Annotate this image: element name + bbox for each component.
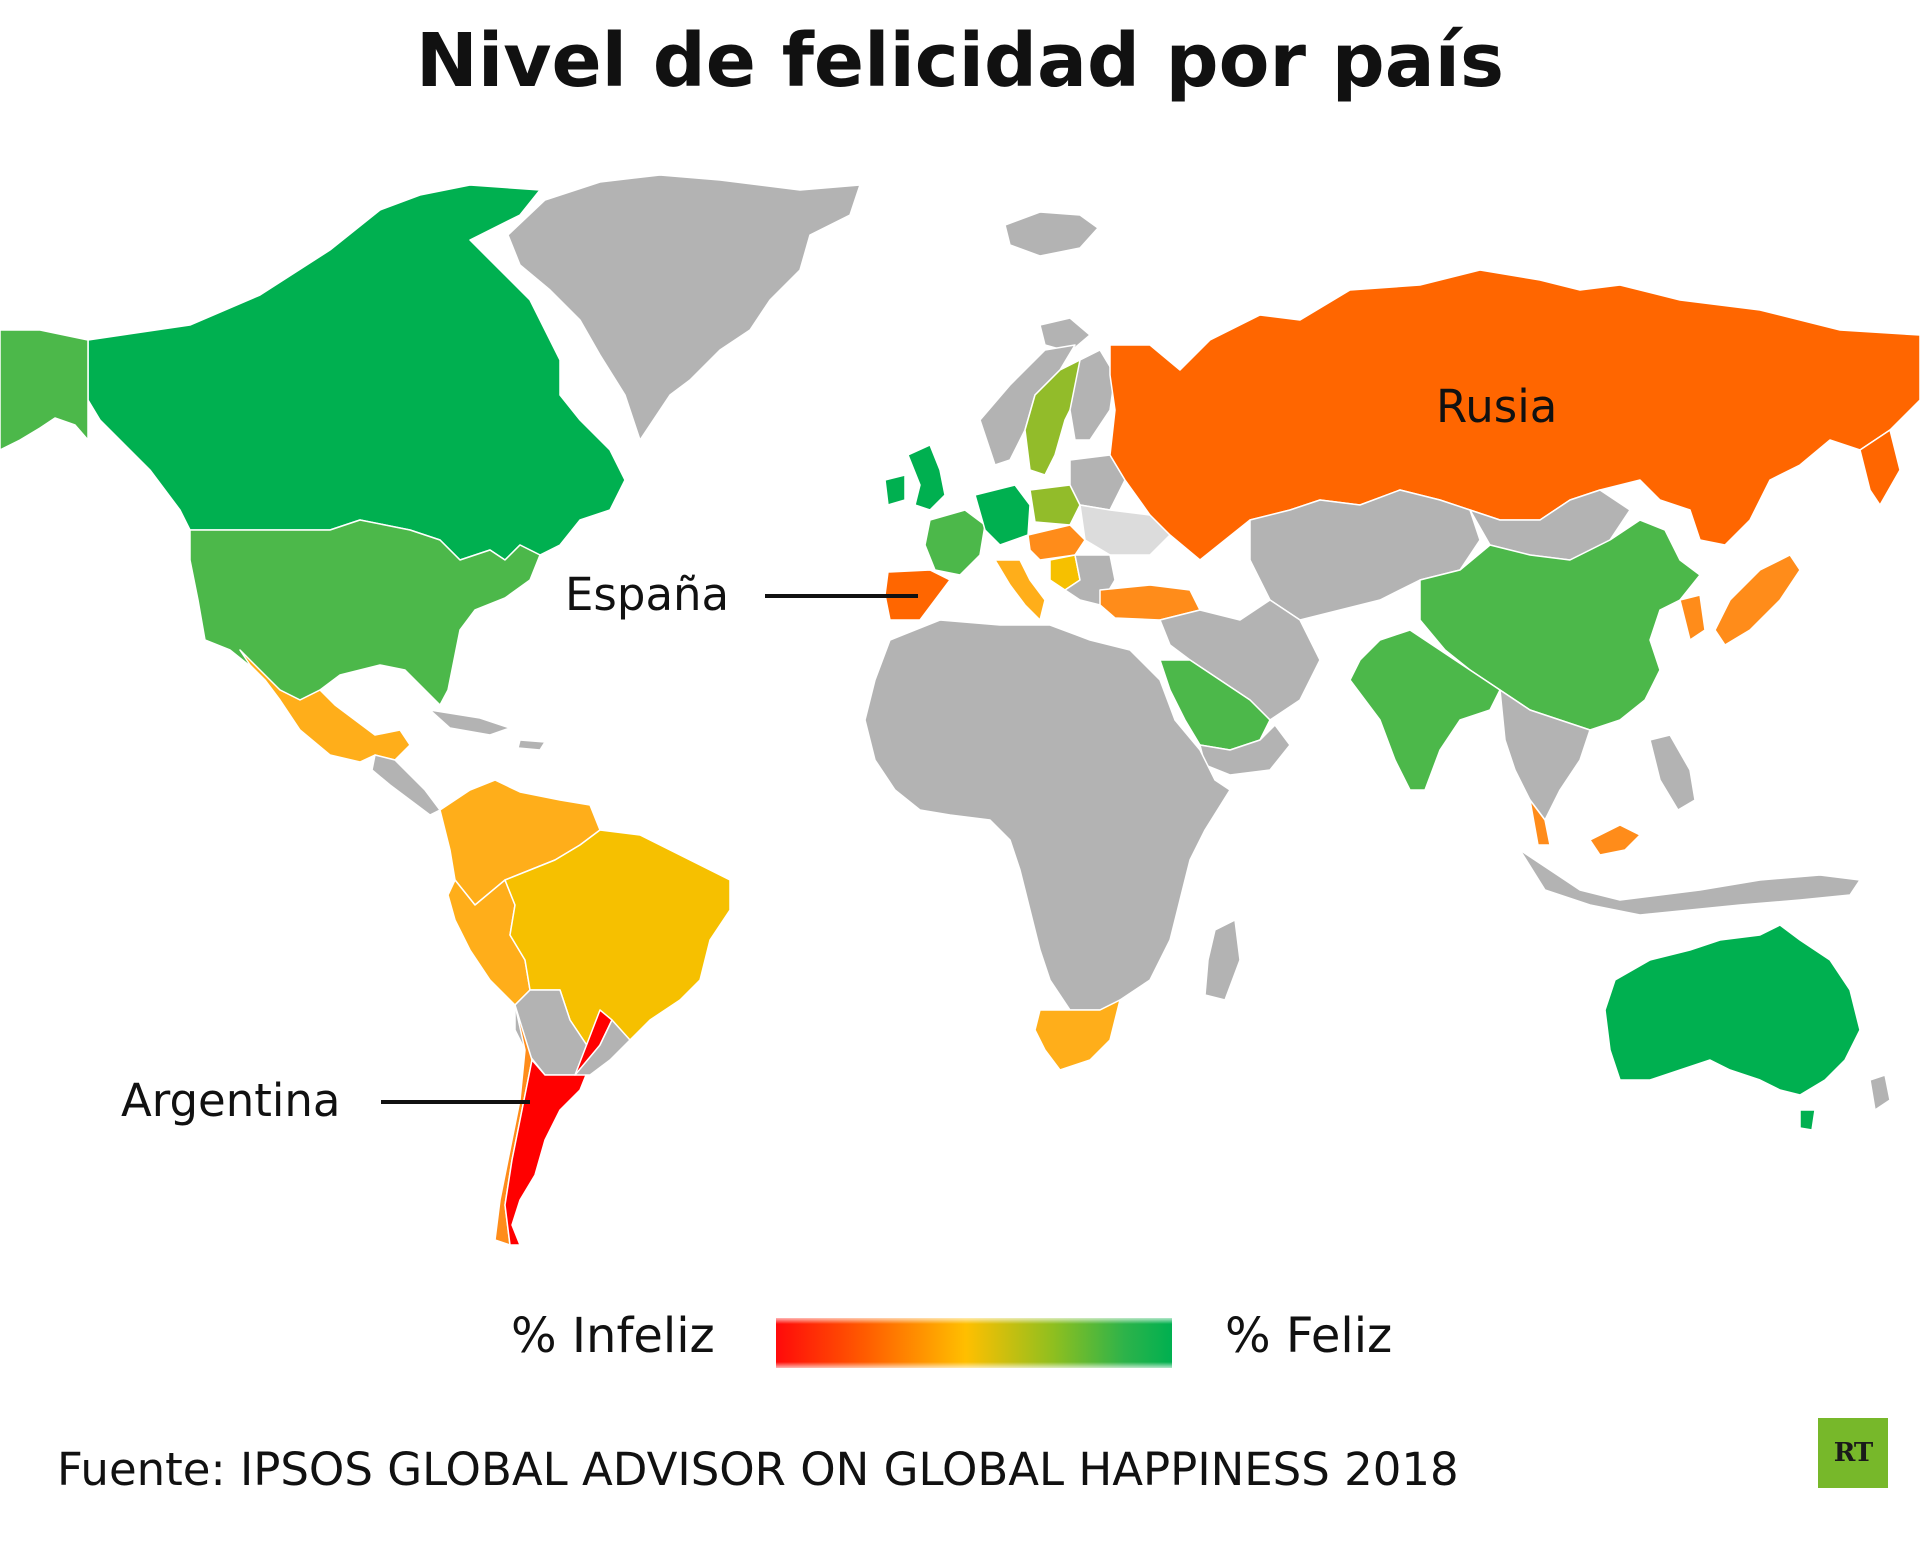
italy — [994, 559, 1046, 621]
japan — [1714, 554, 1801, 646]
southeast-asia — [1499, 689, 1591, 821]
philippines — [1649, 734, 1696, 811]
label-rusia: Rusia — [1436, 380, 1558, 433]
madagascar — [1204, 919, 1241, 1001]
brazil — [504, 829, 731, 1061]
korea — [1679, 594, 1706, 641]
legend-color-scale — [776, 1318, 1172, 1368]
finland — [1069, 349, 1116, 441]
rt-logo-text: RT — [1833, 1438, 1873, 1468]
mexico — [239, 649, 411, 763]
source-note: Fuente: IPSOS GLOBAL ADVISOR ON GLOBAL H… — [57, 1443, 1459, 1496]
ukraine — [1079, 504, 1171, 556]
malaysia — [1529, 799, 1641, 856]
caribbean — [429, 709, 546, 751]
poland — [1029, 484, 1081, 526]
russia — [1109, 269, 1920, 561]
south-africa — [1034, 999, 1121, 1071]
africa — [864, 619, 1231, 1011]
iceland — [1004, 211, 1099, 257]
russia-east — [1859, 429, 1901, 506]
central-america — [371, 754, 441, 816]
indonesia — [1519, 849, 1861, 916]
ireland — [884, 474, 906, 506]
svalbard — [1039, 317, 1091, 353]
india — [1349, 629, 1501, 791]
greenland — [507, 174, 861, 441]
spain — [884, 569, 951, 621]
label-argentina: Argentina — [121, 1074, 341, 1127]
map-title: Nivel de felicidad por país — [415, 18, 1505, 104]
yemen-oman — [1199, 724, 1291, 776]
alaska — [0, 329, 89, 451]
australia — [1604, 924, 1861, 1096]
tasmania — [1799, 1109, 1816, 1131]
new-zealand — [1869, 1074, 1891, 1111]
uruguay — [574, 1019, 631, 1076]
legend-happy-label: % Feliz — [1225, 1308, 1393, 1364]
label-espana: España — [565, 568, 730, 621]
rt-logo: RT — [1818, 1418, 1888, 1488]
france — [924, 509, 986, 576]
legend-unhappy-label: % Infeliz — [511, 1308, 715, 1364]
united-kingdom — [907, 444, 946, 511]
